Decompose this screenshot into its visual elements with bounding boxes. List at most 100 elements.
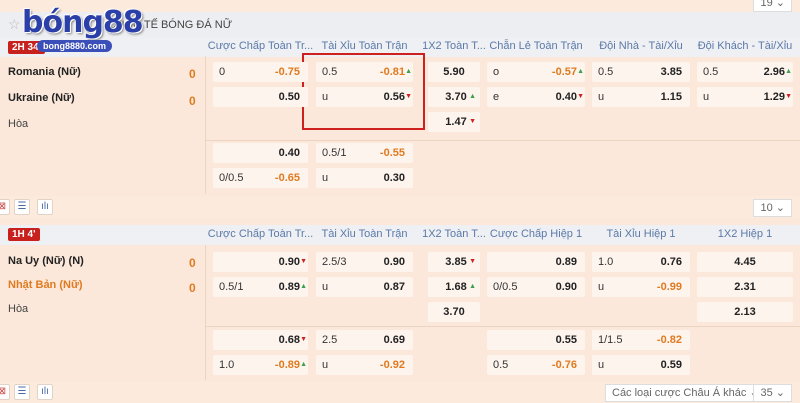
odds-cell[interactable]: 0 -0.75: [213, 62, 308, 82]
odds-cell[interactable]: 0.68 ▼: [213, 330, 308, 350]
close-icon[interactable]: ⊠: [0, 384, 10, 400]
arrow-up-icon: ▲: [300, 361, 307, 368]
arrow-down-icon: ▼: [785, 93, 792, 100]
odds-cell[interactable]: 2.5 0.69: [316, 330, 413, 350]
odds-value: 1.68: [445, 281, 467, 293]
odds-cell[interactable]: 1.0 -0.89 ▲: [213, 355, 308, 375]
handicap-line: u: [703, 91, 710, 103]
odds-cell[interactable]: u 0.87: [316, 277, 413, 297]
odds-cell[interactable]: 0.55: [487, 330, 585, 350]
arrow-down-icon: ▼: [405, 93, 412, 100]
odds-cell[interactable]: u 1.29 ▼: [697, 87, 793, 107]
odds-value: 0.55: [555, 334, 577, 346]
arrow-up-icon: ▲: [300, 283, 307, 290]
column-header: Tài Xỉu Toàn Trận: [321, 40, 408, 52]
league-header[interactable]: ☆ QUỐC TẾ BÓNG ĐÁ NỮ: [0, 12, 800, 37]
odds-cell[interactable]: 3.70 ▲: [428, 87, 480, 107]
divider: [205, 326, 800, 327]
odds-cell[interactable]: u -0.99: [592, 277, 690, 297]
handicap-line: u: [598, 91, 605, 103]
odds-cell[interactable]: 0.5 2.96 ▲: [697, 62, 793, 82]
away-team[interactable]: Ukraine (Nữ): [8, 92, 75, 104]
stats-icon[interactable]: ılı: [37, 384, 53, 400]
odds-cell[interactable]: 0.50: [213, 87, 308, 107]
arrow-down-icon: ▼: [577, 93, 584, 100]
odds-cell[interactable]: 0.90 ▼: [213, 252, 308, 272]
page-size-select[interactable]: 10 ⌄: [753, 199, 792, 217]
list-icon[interactable]: ☰: [14, 384, 30, 400]
odds-cell[interactable]: 0.5 -0.81 ▲: [316, 62, 413, 82]
handicap-line: u: [322, 172, 329, 184]
odds-cell[interactable]: 0.89: [487, 252, 585, 272]
close-icon[interactable]: ⊠: [0, 199, 10, 215]
match2-toolbar: ⊠ ☰ ılı Các loại cược Châu Á khác ⌄ 35 ⌄: [0, 381, 800, 403]
page-size-select[interactable]: 19 ⌄: [753, 0, 792, 12]
odds-cell[interactable]: 2.5/3 0.90: [316, 252, 413, 272]
match1-toolbar: ⊠ ☰ ılı 10 ⌄: [0, 196, 800, 218]
odds-cell[interactable]: 1/1.5 -0.82: [592, 330, 690, 350]
odds-value: -0.82: [656, 334, 682, 346]
odds-cell[interactable]: 2.31: [697, 277, 793, 297]
odds-value: 2.96: [763, 66, 785, 78]
list-icon[interactable]: ☰: [14, 199, 30, 215]
match2-body: Na Uy (Nữ) (N) 0 Nhật Bản (Nữ) 0 Hòa: [0, 245, 800, 380]
odds-value: 0.40: [278, 147, 300, 159]
handicap-line: 0.5: [703, 66, 719, 78]
odds-value: -0.76: [551, 359, 577, 371]
odds-cell[interactable]: e 0.40 ▼: [487, 87, 585, 107]
odds-cell[interactable]: u 1.15: [592, 87, 690, 107]
home-team[interactable]: Romania (Nữ): [8, 66, 81, 78]
odds-value: 0.56: [383, 91, 405, 103]
odds-value: 3.85: [660, 66, 682, 78]
odds-value: 3.70: [445, 91, 467, 103]
odds-cell[interactable]: 1.68 ▲: [428, 277, 480, 297]
bet-type-select[interactable]: Các loại cược Châu Á khác ⌄: [605, 384, 766, 402]
odds-cell[interactable]: u -0.92: [316, 355, 413, 375]
odds-cell[interactable]: 4.45: [697, 252, 793, 272]
odds-value: -0.92: [379, 359, 405, 371]
draw-label: Hòa: [8, 118, 29, 130]
odds-cell[interactable]: 3.85 ▼: [428, 252, 480, 272]
stats-icon[interactable]: ılı: [37, 199, 53, 215]
top-toolbar: 19 ⌄: [0, 0, 800, 12]
arrow-up-icon: ▲: [469, 283, 476, 290]
star-icon[interactable]: ☆: [8, 16, 21, 32]
bong88-logo: bóng88 bong8880.com: [22, 5, 144, 52]
away-team[interactable]: Nhật Bản (Nữ): [8, 279, 83, 291]
odds-cell[interactable]: 0.5 3.85: [592, 62, 690, 82]
home-team[interactable]: Na Uy (Nữ) (N): [8, 255, 84, 267]
arrow-down-icon: ▼: [300, 258, 307, 265]
draw-label: Hòa: [8, 303, 29, 315]
odds-cell[interactable]: 1.0 0.76: [592, 252, 690, 272]
odds-value: 1.47: [445, 116, 467, 128]
odds-cell[interactable]: 1.47 ▼: [428, 112, 480, 132]
odds-value: 0.89: [278, 281, 300, 293]
odds-cell[interactable]: o -0.57 ▲: [487, 62, 585, 82]
odds-value: 0.59: [660, 359, 682, 371]
odds-value: -0.89: [274, 359, 300, 371]
divider: [205, 140, 800, 141]
odds-cell[interactable]: 0.40: [213, 143, 308, 163]
odds-cell[interactable]: 0.5 -0.76: [487, 355, 585, 375]
odds-cell[interactable]: 0/0.5 -0.65: [213, 168, 308, 188]
arrow-up-icon: ▲: [785, 68, 792, 75]
column-header: Cược Chấp Toàn Tr...: [207, 228, 314, 240]
column-header: Cược Chấp Hiệp 1: [489, 228, 583, 240]
odds-cell[interactable]: u 0.30: [316, 168, 413, 188]
odds-cell[interactable]: 0.5/1 -0.55: [316, 143, 413, 163]
odds-cell[interactable]: u 0.59: [592, 355, 690, 375]
league-title: QUỐC TẾ BÓNG ĐÁ NỮ: [108, 19, 233, 31]
odds-cell[interactable]: u 0.56 ▼: [316, 87, 413, 107]
odds-value: 0.40: [555, 91, 577, 103]
odds-cell[interactable]: 0.5/1 0.89 ▲: [213, 277, 308, 297]
page-size-select[interactable]: 35 ⌄: [753, 384, 792, 402]
odds-cell[interactable]: 0/0.5 0.90: [487, 277, 585, 297]
odds-value: 0.89: [555, 256, 577, 268]
odds-cell[interactable]: 3.70: [428, 302, 480, 322]
odds-cell[interactable]: 5.90: [428, 62, 480, 82]
column-header: 1X2 Toàn T...: [422, 40, 486, 52]
odds-cell[interactable]: 2.13: [697, 302, 793, 322]
home-score: 0: [189, 67, 196, 81]
handicap-line: 1.0: [598, 256, 614, 268]
match1-time-badge: 2H 34': [8, 41, 46, 54]
